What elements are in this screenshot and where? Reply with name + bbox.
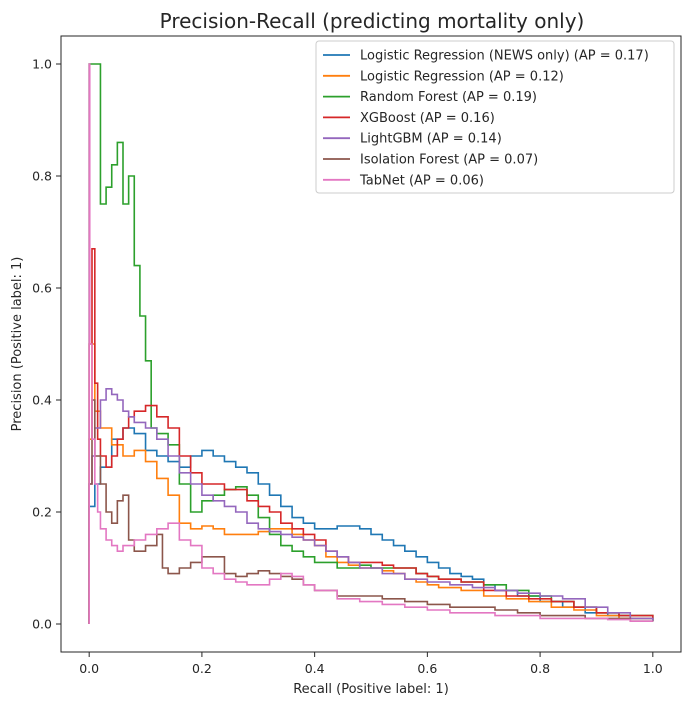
y-tick-label: 0.0	[32, 617, 52, 632]
x-tick-label: 1.0	[643, 661, 663, 676]
series-line-6	[88, 63, 653, 624]
series-lines	[88, 63, 654, 624]
x-tick-label: 0.6	[417, 661, 437, 676]
y-tick-label: 0.8	[32, 169, 52, 184]
chart-title: Precision-Recall (predicting mortality o…	[160, 9, 585, 33]
legend: Logistic Regression (NEWS only) (AP = 0.…	[315, 40, 675, 194]
legend-label-6: TabNet (AP = 0.06)	[359, 173, 484, 188]
x-tick-label: 0.8	[530, 661, 550, 676]
x-tick-label: 0.4	[305, 661, 325, 676]
legend-label-4: LightGBM (AP = 0.14)	[360, 132, 502, 147]
axis-ticks: 0.0 0.2 0.4 0.6 0.8 1.0 0.0 0.2 0.4 0.6 0.8 1.0	[32, 57, 663, 677]
legend-label-0: Logistic Regression (NEWS only) (AP = 0.…	[360, 49, 649, 64]
series-line-5	[88, 399, 653, 624]
y-tick-label: 1.0	[32, 57, 52, 72]
x-tick-label: 0.2	[192, 661, 212, 676]
x-axis-label: Recall (Positive label: 1)	[293, 682, 449, 697]
legend-label-3: XGBoost (AP = 0.16)	[360, 111, 495, 126]
y-tick-label: 0.2	[32, 505, 52, 520]
legend-label-5: Isolation Forest (AP = 0.07)	[360, 153, 538, 168]
series-line-3	[88, 248, 654, 624]
legend-box	[315, 40, 675, 194]
x-tick-label: 0.0	[79, 661, 99, 676]
series-line-4	[88, 388, 654, 624]
legend-label-1: Logistic Regression (AP = 0.12)	[360, 69, 564, 84]
y-tick-label: 0.6	[32, 281, 52, 296]
y-axis-label: Precision (Positive label: 1)	[10, 257, 25, 432]
y-tick-label: 0.4	[32, 393, 52, 408]
legend-label-2: Random Forest (AP = 0.19)	[360, 90, 537, 105]
